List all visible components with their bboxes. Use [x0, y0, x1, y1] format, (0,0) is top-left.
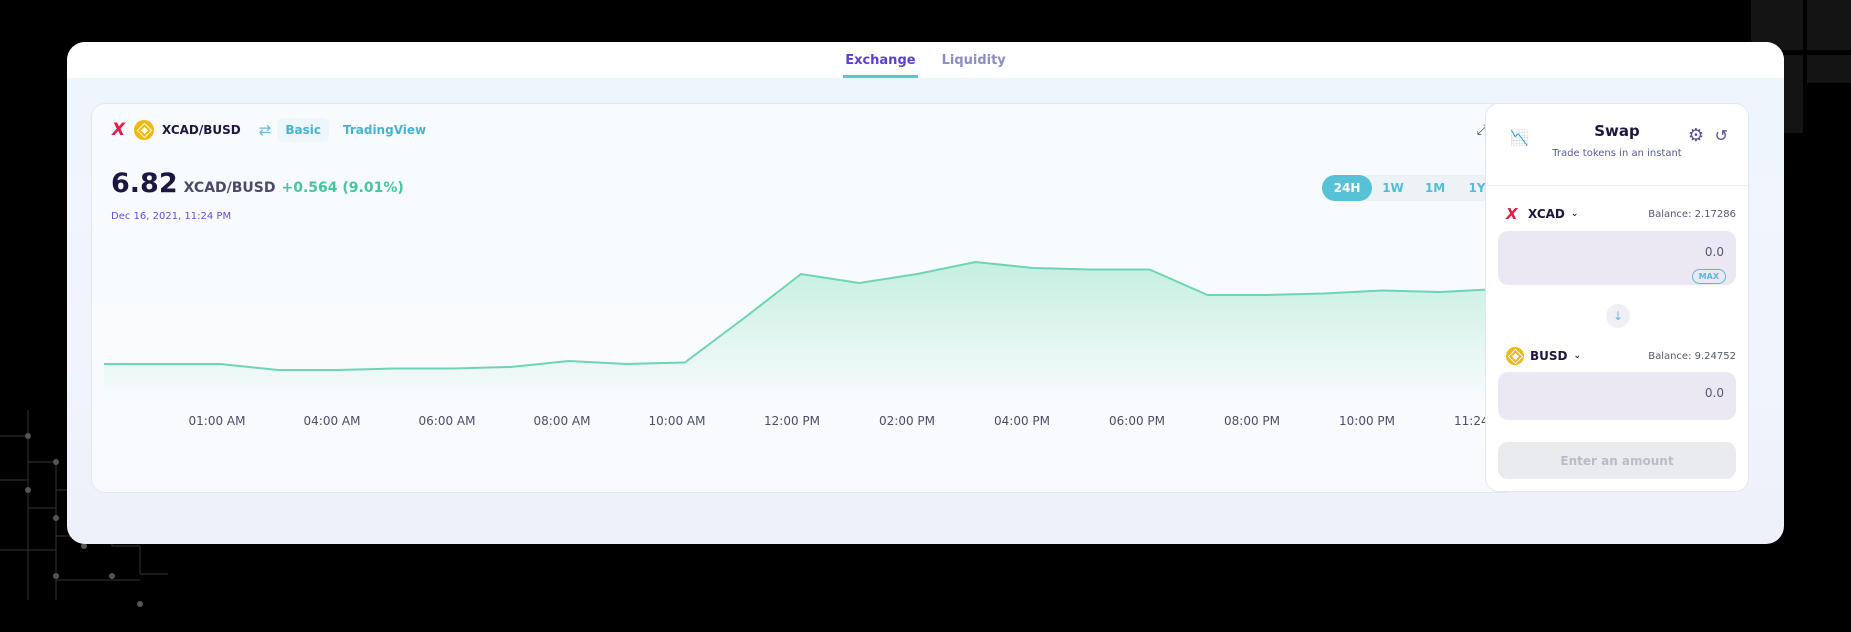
chart-area [104, 262, 1498, 400]
to-token-label: BUSD [1530, 349, 1568, 363]
from-amount-value: 0.0 [1704, 245, 1724, 259]
x-tick-label: 08:00 PM [1224, 414, 1280, 428]
view-tradingview-button[interactable]: TradingView [342, 123, 427, 137]
price-date: Dec 16, 2021, 11:24 PM [111, 211, 232, 222]
history-icon[interactable]: ↺ [1714, 126, 1728, 145]
chart-toggle-icon[interactable]: 📉 [1510, 129, 1529, 147]
to-amount-value: 0.0 [1704, 386, 1724, 400]
tab-exchange[interactable]: Exchange [843, 53, 918, 78]
from-token-row: X XCAD ⌄ Balance: 2.17286 [1506, 205, 1736, 223]
chevron-down-icon: ⌄ [1570, 209, 1579, 219]
x-tick-label: 06:00 PM [1109, 414, 1165, 428]
from-amount-field[interactable]: 0.0 MAX [1498, 231, 1736, 285]
x-tick-label: 04:00 AM [304, 414, 361, 428]
x-tick-label: 02:00 PM [879, 414, 935, 428]
from-balance: Balance: 2.17286 [1648, 208, 1736, 220]
price-pair: XCAD/BUSD [183, 180, 276, 196]
pair-label: XCAD/BUSD [162, 123, 241, 137]
chart-panel: X XCAD/BUSD ⇄ Basic TradingView ⤢ 6.82 X… [91, 103, 1519, 493]
range-24h[interactable]: 24H [1322, 175, 1372, 201]
to-token-row: BUSD ⌄ Balance: 9.24752 [1506, 347, 1736, 365]
exchange-card: Exchange Liquidity X XCAD/BUSD ⇄ Basic T… [67, 42, 1784, 544]
from-token-select[interactable]: X XCAD ⌄ [1506, 205, 1578, 223]
range-1w[interactable]: 1W [1382, 181, 1404, 195]
current-price: 6.82 [111, 168, 178, 199]
view-basic-button[interactable]: Basic [277, 118, 329, 142]
price-row: 6.82 XCAD/BUSD +0.564 (9.01%) [111, 168, 404, 199]
chart-line [104, 260, 1499, 371]
x-tick-label: 08:00 AM [534, 414, 591, 428]
top-tabs: Exchange Liquidity [67, 42, 1784, 78]
price-change: +0.564 (9.01%) [281, 180, 404, 196]
gear-icon[interactable]: ⚙ [1687, 125, 1704, 146]
x-tick-label: 06:00 AM [419, 414, 476, 428]
range-1y[interactable]: 1Y [1468, 181, 1486, 195]
x-tick-label: 01:00 AM [189, 414, 246, 428]
xcad-logo-icon: X [1506, 205, 1518, 223]
to-balance: Balance: 9.24752 [1648, 350, 1736, 362]
swap-subtitle: Trade tokens in an instant [1552, 148, 1682, 159]
swap-panel: 📉 Swap Trade tokens in an instant ⚙ ↺ X … [1485, 103, 1749, 492]
from-token-label: XCAD [1528, 207, 1565, 221]
chevron-down-icon: ⌄ [1573, 351, 1582, 361]
tab-liquidity[interactable]: Liquidity [941, 53, 1006, 68]
max-button[interactable]: MAX [1691, 269, 1726, 284]
arrow-down-icon[interactable]: ↓ [1606, 304, 1630, 328]
swap-header: 📉 Swap Trade tokens in an instant ⚙ ↺ [1486, 104, 1748, 186]
range-1m[interactable]: 1M [1424, 181, 1446, 195]
to-token-select[interactable]: BUSD ⌄ [1506, 347, 1581, 365]
x-tick-label: 04:00 PM [994, 414, 1050, 428]
x-tick-label: 12:00 PM [764, 414, 820, 428]
expand-icon[interactable]: ⤢ [1476, 122, 1488, 138]
enter-amount-button[interactable]: Enter an amount [1498, 442, 1736, 479]
x-tick-label: 10:00 AM [649, 414, 706, 428]
price-chart: 01:00 AM 04:00 AM 06:00 AM 08:00 AM 10:00 AM… [104, 260, 1510, 428]
to-amount-field[interactable]: 0.0 [1498, 372, 1736, 420]
pair-header: X XCAD/BUSD ⇄ Basic TradingView [112, 118, 434, 142]
range-tabs: 24H 1W 1M 1Y [1322, 175, 1498, 201]
swap-title: Swap [1594, 122, 1640, 140]
busd-logo-icon [1506, 347, 1524, 365]
xcad-logo-icon: X [112, 120, 126, 140]
busd-logo-icon [134, 120, 154, 140]
swap-arrows-icon[interactable]: ⇄ [258, 121, 272, 139]
x-tick-label: 10:00 PM [1339, 414, 1395, 428]
